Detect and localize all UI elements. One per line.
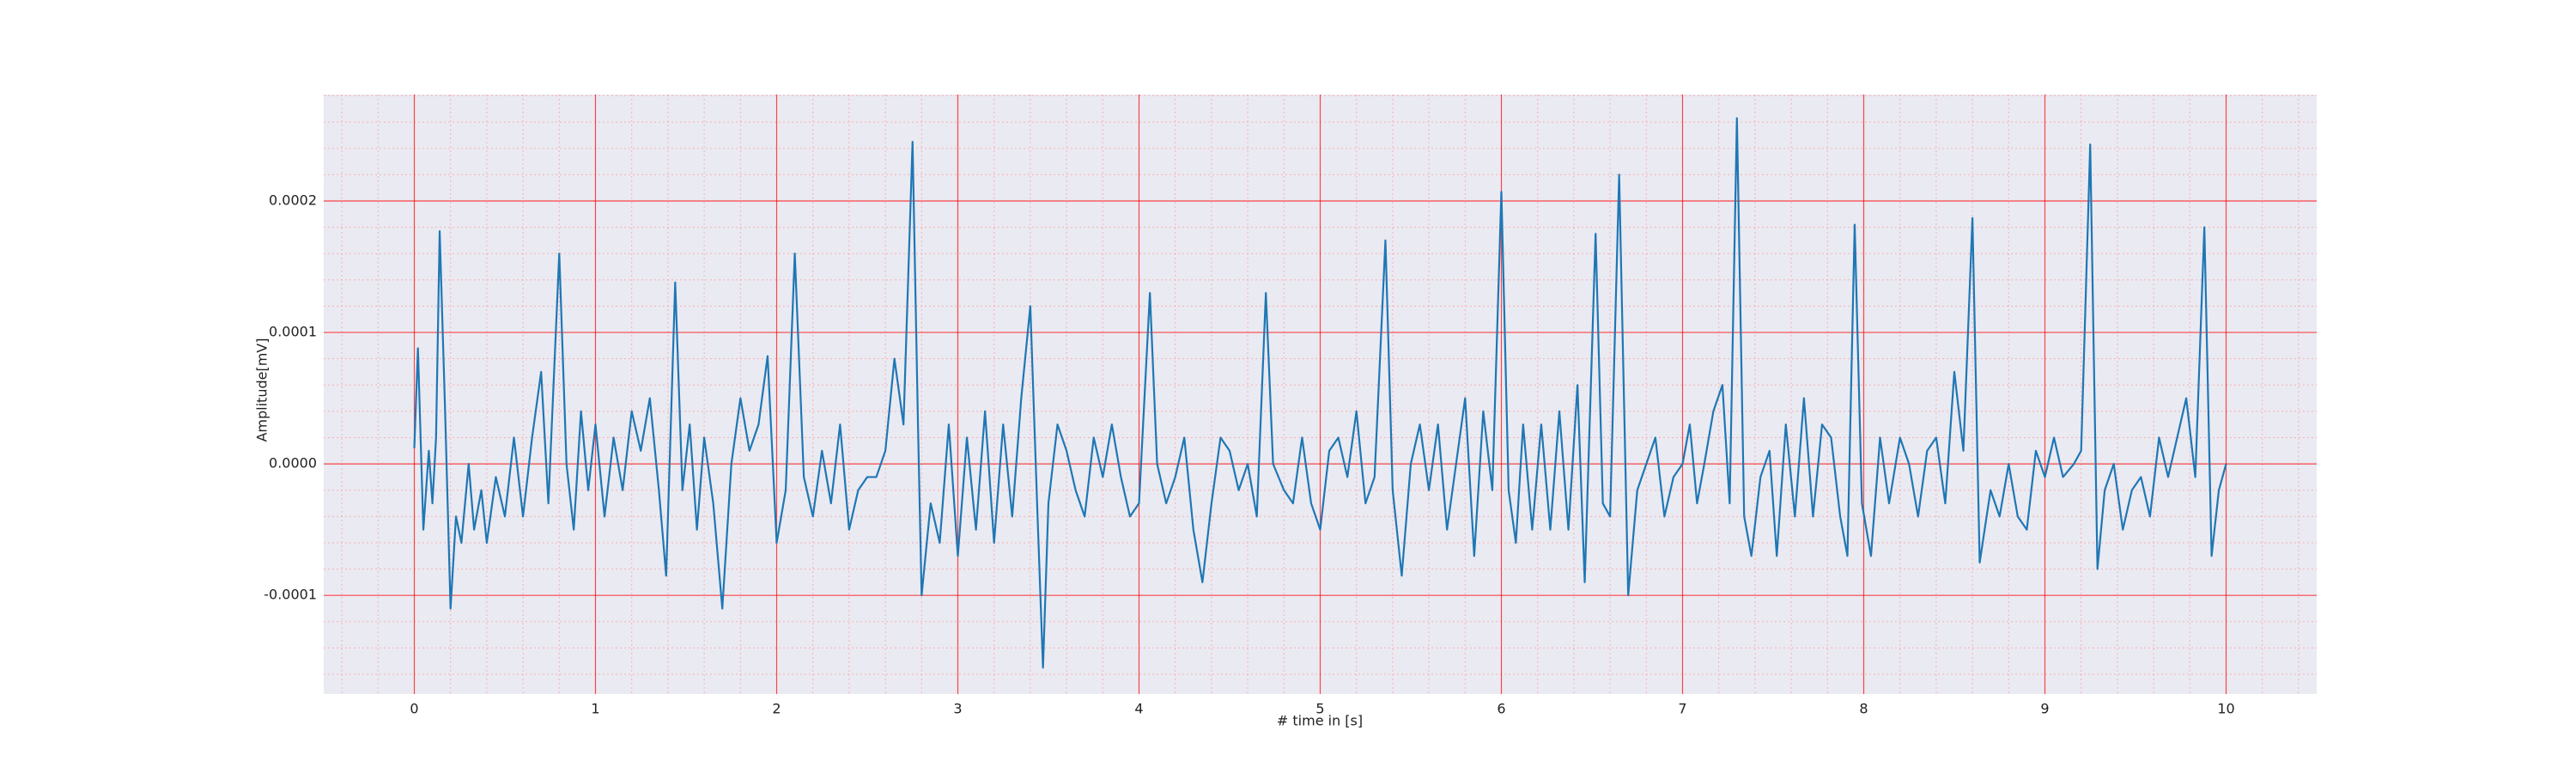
y-tick-label: 0.0001 (269, 324, 317, 340)
x-tick-label: 0 (410, 701, 418, 717)
x-tick-label: 9 (2040, 701, 2049, 717)
x-tick-label: 7 (1678, 701, 1686, 717)
x-tick-label: 1 (591, 701, 599, 717)
y-tick-label: 0.0002 (269, 192, 317, 208)
y-tick-label: -0.0001 (264, 587, 317, 603)
x-tick-label: 5 (1315, 701, 1324, 717)
y-tick-label: 0.0000 (269, 455, 317, 472)
x-tick-label: 4 (1134, 701, 1143, 717)
x-tick-label: 8 (1859, 701, 1868, 717)
y-axis-label: Amplitude[mV] (254, 338, 270, 441)
x-tick-label: 10 (2217, 701, 2234, 717)
signal-line (413, 117, 2227, 669)
x-tick-label: 3 (953, 701, 962, 717)
plot-area: 0 1 2 3 4 5 6 7 8 9 10 -0.0001 0.0000 0.0001 0.0002 (264, 94, 2317, 717)
x-tick-label: 2 (772, 701, 781, 717)
x-axis-label: # time in [s] (1277, 713, 1363, 729)
x-tick-label: 6 (1497, 701, 1505, 717)
